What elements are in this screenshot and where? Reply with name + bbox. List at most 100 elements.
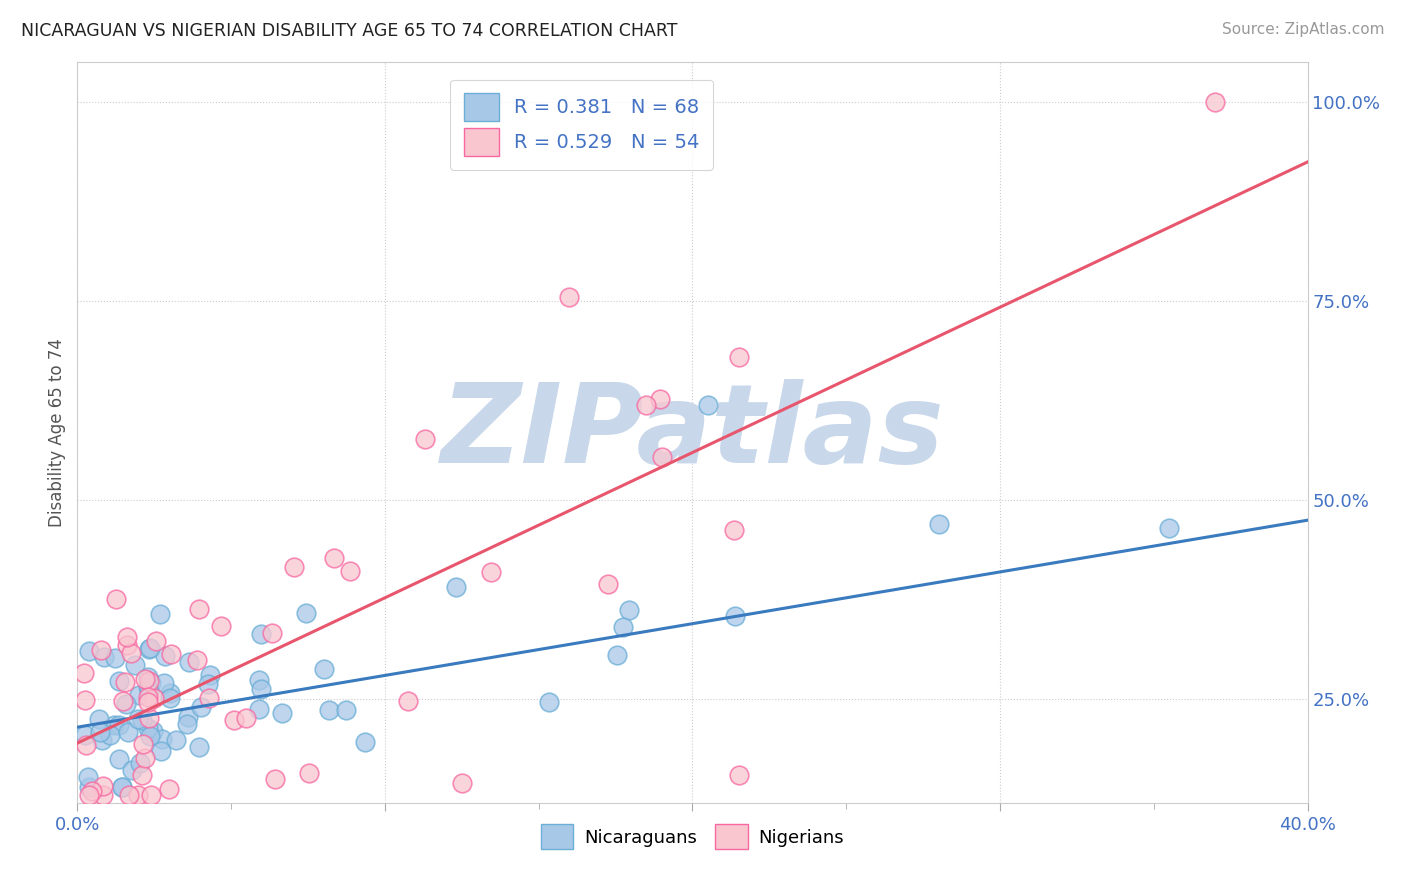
Point — [136, 670, 159, 684]
Point — [297, 765, 319, 780]
Point — [617, 602, 640, 616]
Point — [124, 658, 146, 673]
Point — [159, 686, 181, 700]
Point — [198, 668, 221, 682]
Point — [727, 350, 749, 364]
Point — [115, 638, 138, 652]
Point — [139, 788, 162, 802]
Point — [413, 432, 436, 446]
Point — [335, 703, 357, 717]
Point — [152, 676, 174, 690]
Legend: Nicaraguans, Nigerians: Nicaraguans, Nigerians — [534, 817, 851, 856]
Point — [138, 674, 160, 689]
Point — [1159, 521, 1181, 535]
Y-axis label: Disability Age 65 to 74: Disability Age 65 to 74 — [48, 338, 66, 527]
Point — [115, 698, 138, 712]
Point — [149, 607, 172, 622]
Point — [77, 780, 100, 794]
Point — [77, 788, 100, 802]
Point — [209, 619, 232, 633]
Text: Source: ZipAtlas.com: Source: ZipAtlas.com — [1222, 22, 1385, 37]
Point — [87, 712, 110, 726]
Point — [150, 744, 173, 758]
Point — [100, 728, 122, 742]
Point — [612, 620, 634, 634]
Point — [283, 560, 305, 574]
Point — [136, 680, 159, 694]
Point — [129, 756, 152, 770]
Point — [247, 673, 270, 687]
Point — [1204, 95, 1226, 110]
Point — [138, 684, 160, 698]
Point — [134, 751, 156, 765]
Point — [93, 650, 115, 665]
Point — [117, 788, 139, 802]
Point — [198, 691, 221, 706]
Point — [127, 788, 149, 802]
Point — [110, 780, 132, 794]
Point — [108, 717, 131, 731]
Point — [131, 768, 153, 782]
Point — [318, 703, 340, 717]
Point — [160, 647, 183, 661]
Point — [558, 290, 581, 304]
Text: ZIPatlas: ZIPatlas — [440, 379, 945, 486]
Point — [73, 666, 96, 681]
Point — [77, 644, 100, 658]
Point — [727, 768, 749, 782]
Point — [111, 694, 134, 708]
Point — [104, 592, 127, 607]
Point — [260, 625, 283, 640]
Point — [90, 643, 112, 657]
Point — [80, 784, 103, 798]
Point — [136, 721, 159, 735]
Point — [77, 770, 100, 784]
Point — [446, 580, 468, 594]
Point — [115, 630, 138, 644]
Point — [108, 673, 131, 688]
Point — [179, 655, 201, 669]
Point — [150, 731, 173, 746]
Point — [235, 711, 257, 725]
Point — [538, 695, 561, 709]
Point — [396, 694, 419, 708]
Point — [139, 675, 162, 690]
Point — [136, 695, 159, 709]
Point — [91, 788, 114, 802]
Point — [222, 713, 245, 727]
Point — [138, 642, 160, 657]
Point — [250, 682, 273, 697]
Point — [121, 764, 143, 778]
Point — [247, 702, 270, 716]
Point — [264, 772, 287, 786]
Point — [139, 729, 162, 743]
Point — [249, 627, 271, 641]
Point — [104, 650, 127, 665]
Point — [111, 780, 134, 794]
Point — [155, 648, 177, 663]
Point — [186, 653, 208, 667]
Point — [723, 524, 745, 538]
Point — [157, 782, 180, 797]
Point — [197, 677, 219, 691]
Point — [131, 713, 153, 727]
Point — [596, 576, 619, 591]
Point — [103, 718, 125, 732]
Point — [450, 776, 472, 790]
Point — [295, 607, 318, 621]
Point — [127, 713, 149, 727]
Point — [120, 646, 142, 660]
Point — [696, 398, 718, 412]
Point — [75, 739, 97, 753]
Point — [134, 672, 156, 686]
Point — [138, 711, 160, 725]
Point — [928, 517, 950, 532]
Point — [89, 724, 111, 739]
Point — [323, 551, 346, 566]
Point — [75, 728, 97, 742]
Point — [271, 706, 294, 720]
Point — [479, 565, 502, 579]
Point — [353, 735, 375, 749]
Point — [136, 690, 159, 704]
Point — [314, 662, 336, 676]
